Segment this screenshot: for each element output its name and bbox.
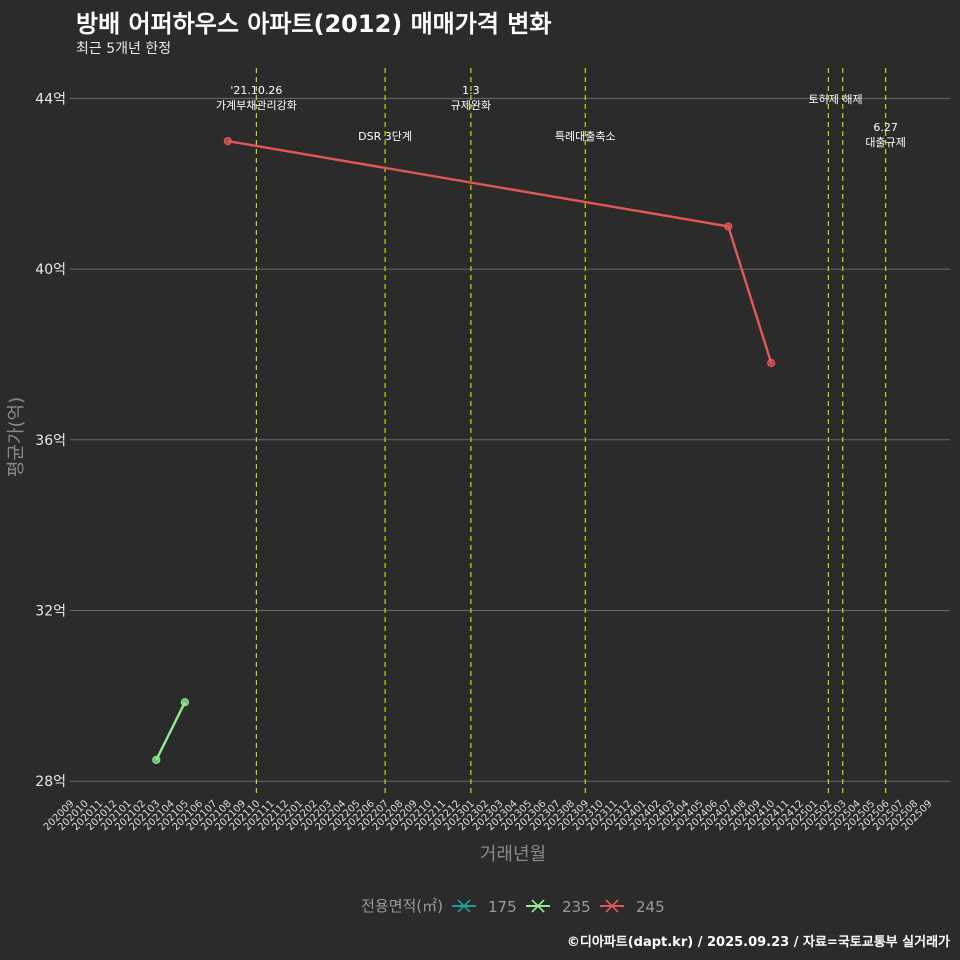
policy-event-label: DSR 3단계 bbox=[358, 130, 412, 143]
legend-label-175: 175 bbox=[488, 898, 517, 916]
policy-event-label: 특례대출축소 bbox=[555, 130, 616, 143]
data-point-235 bbox=[152, 755, 161, 764]
legend-title: 전용면적(㎡) bbox=[361, 897, 443, 915]
legend-key-marker-175 bbox=[457, 899, 471, 913]
legend-items: 175 235 245 bbox=[452, 898, 665, 916]
y-tick-label: 32억 bbox=[35, 604, 66, 620]
y-tick-label: 40억 bbox=[35, 262, 66, 278]
data-point-245 bbox=[223, 136, 232, 146]
y-tick-label: 36억 bbox=[35, 433, 66, 449]
y-axis-ticks: 28억 32억 36억 40억 44억 bbox=[35, 91, 66, 790]
legend-key-marker-245 bbox=[605, 899, 619, 913]
policy-event-label-line: 가계부채관리강화 bbox=[216, 99, 297, 112]
policy-event-label-line: DSR 3단계 bbox=[358, 130, 412, 143]
legend: 전용면적(㎡) 175 235 245 bbox=[361, 897, 665, 916]
data-point-235 bbox=[180, 698, 189, 707]
y-axis-title: 평균가(억) bbox=[6, 397, 27, 477]
legend-label-235: 235 bbox=[562, 898, 591, 916]
source-caption: ©디아파트(dapt.kr) / 2025.09.23 / 자료=국토교통부 실… bbox=[566, 935, 950, 950]
series-line-245 bbox=[227, 139, 773, 364]
policy-event-label: 1.3 규제완화 bbox=[451, 84, 491, 112]
grid-lines bbox=[70, 97, 950, 782]
policy-event-label-line: 토허제 해제 bbox=[808, 92, 862, 106]
legend-key-marker-235 bbox=[531, 899, 545, 913]
policy-event-label-line: 대출규제 bbox=[865, 136, 905, 149]
x-axis-ticks: 2020092020102020112020122021012021022021… bbox=[42, 798, 935, 833]
policy-event-label: 6.27 대출규제 bbox=[865, 121, 905, 149]
policy-event-label-line: 6.27 bbox=[873, 121, 898, 134]
policy-event-lines bbox=[255, 68, 887, 794]
policy-event-label: '21.10.26 가계부채관리강화 bbox=[216, 84, 297, 112]
policy-event-label: 토허제 해제 bbox=[808, 92, 862, 106]
series-line-235 bbox=[155, 701, 186, 761]
policy-event-label-line: 규제완화 bbox=[451, 99, 491, 112]
legend-label-245: 245 bbox=[636, 898, 665, 916]
chart-title: 방배 어퍼하우스 아파트(2012) 매매가격 변화 bbox=[76, 10, 552, 38]
y-tick-label: 28억 bbox=[35, 774, 66, 790]
x-axis-title: 거래년월 bbox=[480, 844, 546, 865]
policy-event-label-line: '21.10.26 bbox=[230, 84, 282, 97]
y-tick-label: 44억 bbox=[35, 91, 66, 107]
policy-event-label-line: 1.3 bbox=[462, 84, 480, 97]
data-series bbox=[152, 136, 776, 764]
chart-subtitle: 최근 5개년 한정 bbox=[76, 41, 172, 57]
data-point-245 bbox=[724, 222, 733, 231]
data-point-245 bbox=[767, 358, 776, 368]
policy-event-label-line: 특례대출축소 bbox=[555, 130, 616, 143]
